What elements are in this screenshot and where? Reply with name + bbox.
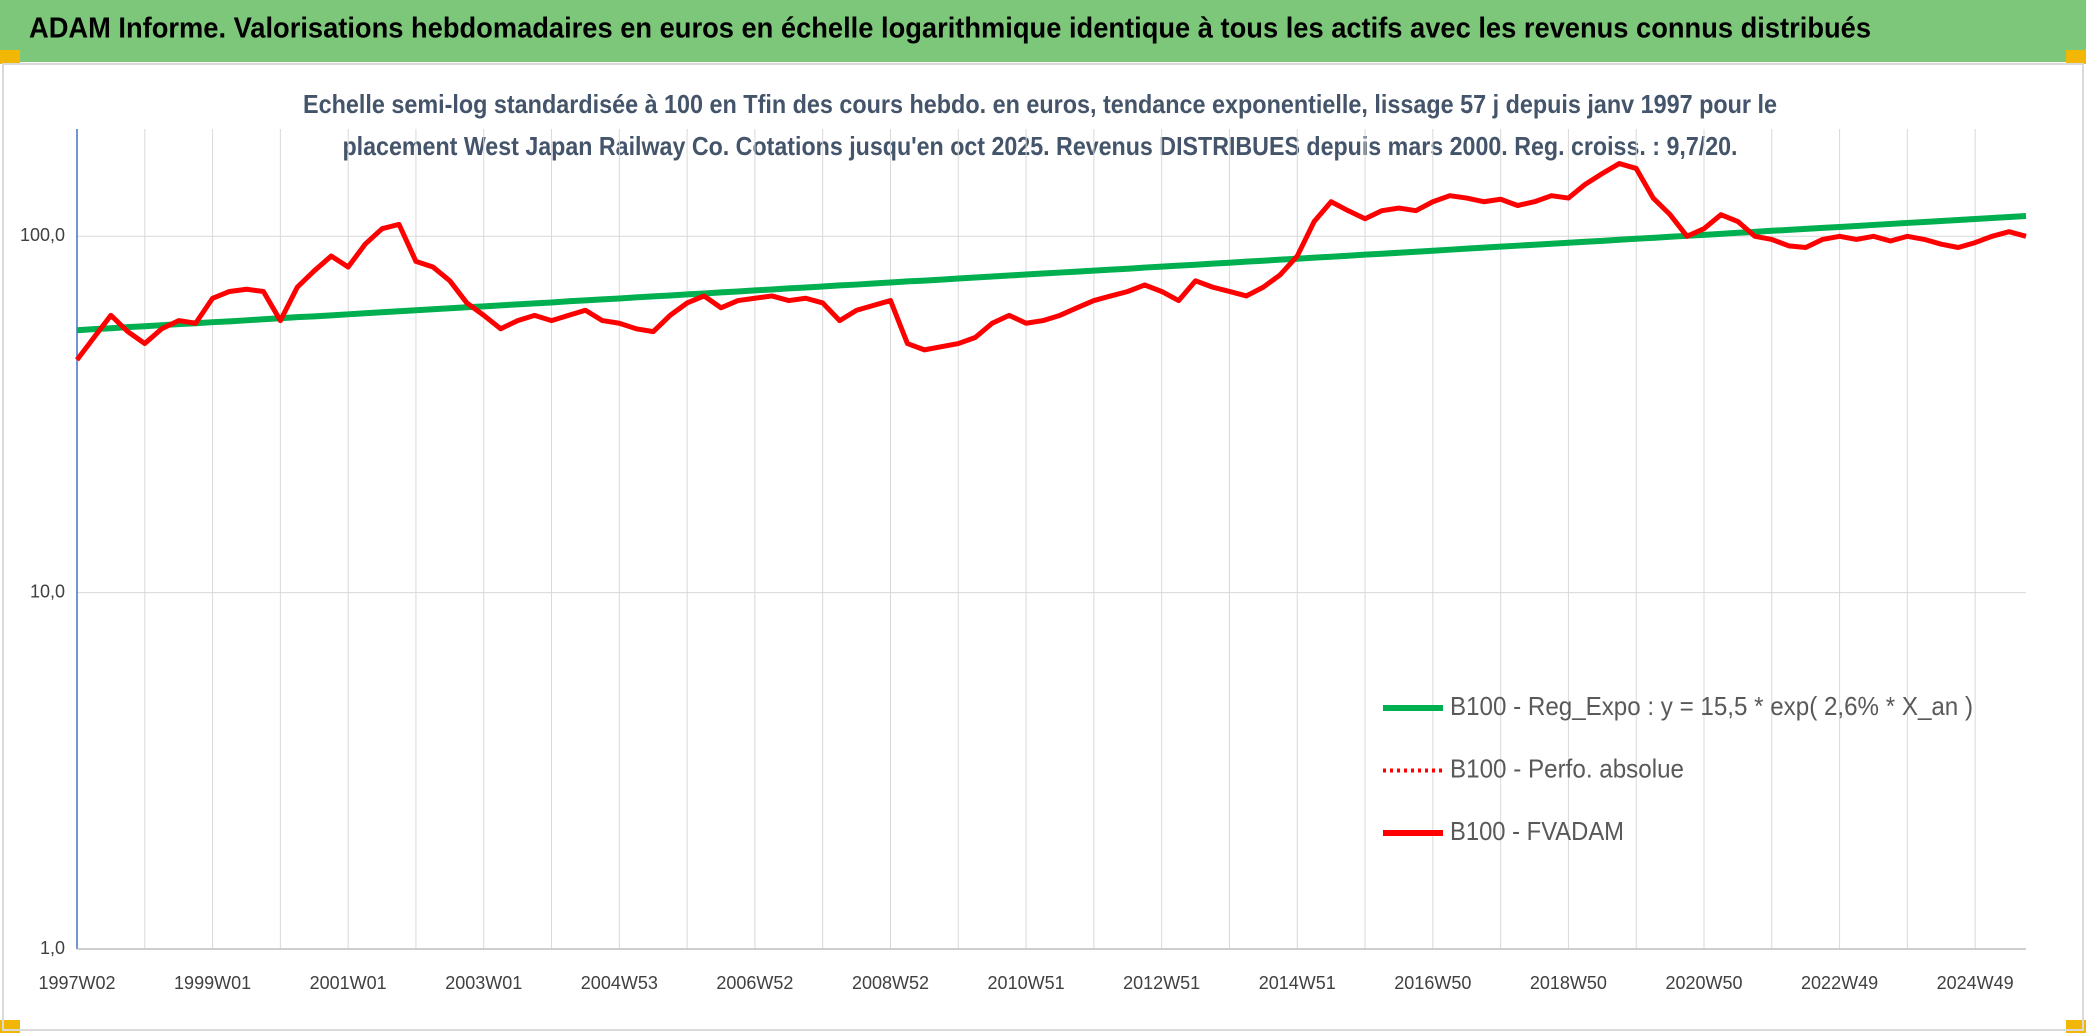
legend-label: B100 - Reg_Expo : y = 15,5 * exp( 2,6% *… (1450, 691, 1973, 721)
x-tick-label: 2004W53 (581, 973, 658, 993)
x-tick-label: 1999W01 (174, 973, 251, 993)
x-tick-label: 2008W52 (852, 973, 929, 993)
x-tick-label: 2018W50 (1530, 973, 1607, 993)
x-tick-label: 2001W01 (310, 973, 387, 993)
x-tick-label: 2010W51 (988, 973, 1065, 993)
corner (0, 50, 20, 64)
y-tick-label: 10,0 (30, 581, 65, 601)
x-tick-label: 2020W50 (1665, 973, 1742, 993)
x-tick-label: 2022W49 (1801, 973, 1878, 993)
chart-title: ADAM Informe. Valorisations hebdomadaire… (29, 13, 1871, 45)
series-line (76, 213, 2027, 334)
y-tick-label: 1,0 (40, 938, 65, 958)
x-tick-label: 2014W51 (1259, 973, 1336, 993)
y-tick-label: 100,0 (20, 225, 65, 245)
series-line (75, 161, 2027, 362)
chart-subtitle: placement West Japan Railway Co. Cotatio… (343, 131, 1738, 161)
x-tick-label: 2024W49 (1937, 973, 2014, 993)
chart-subtitle: Echelle semi-log standardisée à 100 en T… (303, 89, 1777, 119)
x-tick-label: 2006W52 (716, 973, 793, 993)
x-tick-label: 1997W02 (38, 973, 115, 993)
x-tick-label: 2012W51 (1123, 973, 1200, 993)
x-tick-label: 2003W01 (445, 973, 522, 993)
frame (2, 63, 2084, 1031)
title-bar (0, 0, 2086, 62)
x-tick-label: 2016W50 (1394, 973, 1471, 993)
legend-label: B100 - FVADAM (1450, 816, 1624, 846)
legend-label: B100 - Perfo. absolue (1450, 753, 1684, 783)
corner (2066, 50, 2086, 64)
